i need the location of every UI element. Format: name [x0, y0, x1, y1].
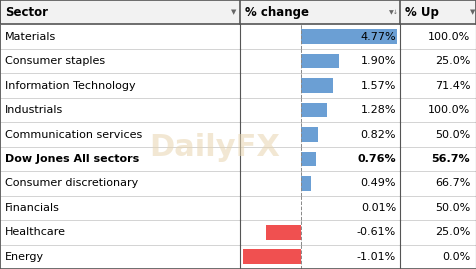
Bar: [0, 122, 476, 147]
Bar: [0, 24, 476, 49]
Text: 0.82%: 0.82%: [360, 129, 396, 140]
Text: ▼↓: ▼↓: [389, 10, 399, 15]
Text: 0.01%: 0.01%: [361, 203, 396, 213]
Bar: [301, 54, 339, 69]
Text: 25.0%: 25.0%: [435, 227, 470, 237]
Bar: [243, 249, 301, 264]
Text: Information Technology: Information Technology: [5, 81, 135, 91]
Text: 4.77%: 4.77%: [360, 32, 396, 42]
Text: 100.0%: 100.0%: [428, 32, 470, 42]
Text: 50.0%: 50.0%: [435, 203, 470, 213]
Bar: [0, 0, 476, 24]
Text: 0.49%: 0.49%: [360, 178, 396, 188]
Text: 0.0%: 0.0%: [442, 252, 470, 262]
Bar: [266, 225, 301, 240]
Text: 50.0%: 50.0%: [435, 129, 470, 140]
Text: DailyFX: DailyFX: [149, 133, 279, 162]
Text: -1.01%: -1.01%: [357, 252, 396, 262]
Text: 1.90%: 1.90%: [361, 56, 396, 66]
Bar: [0, 171, 476, 196]
Text: % Up: % Up: [405, 6, 438, 19]
Bar: [301, 152, 317, 166]
Bar: [301, 29, 397, 44]
Text: Consumer discretionary: Consumer discretionary: [5, 178, 138, 188]
Text: Materials: Materials: [5, 32, 56, 42]
Bar: [0, 98, 476, 122]
Text: Consumer staples: Consumer staples: [5, 56, 105, 66]
Text: Financials: Financials: [5, 203, 60, 213]
Text: 66.7%: 66.7%: [435, 178, 470, 188]
Bar: [301, 103, 327, 117]
Text: % change: % change: [245, 6, 309, 19]
Text: Energy: Energy: [5, 252, 44, 262]
Text: 71.4%: 71.4%: [435, 81, 470, 91]
Text: -0.61%: -0.61%: [357, 227, 396, 237]
Text: 0.76%: 0.76%: [357, 154, 396, 164]
Bar: [0, 73, 476, 98]
Bar: [0, 196, 476, 220]
Text: Healthcare: Healthcare: [5, 227, 66, 237]
Bar: [0, 49, 476, 73]
Bar: [301, 78, 333, 93]
Text: ▼: ▼: [469, 9, 475, 15]
Text: ▼: ▼: [230, 9, 236, 15]
Text: 100.0%: 100.0%: [428, 105, 470, 115]
Bar: [301, 127, 317, 142]
Text: 1.57%: 1.57%: [361, 81, 396, 91]
Bar: [0, 245, 476, 269]
Text: Industrials: Industrials: [5, 105, 63, 115]
Bar: [0, 220, 476, 245]
Text: 1.28%: 1.28%: [360, 105, 396, 115]
Text: 25.0%: 25.0%: [435, 56, 470, 66]
Text: Dow Jones All sectors: Dow Jones All sectors: [5, 154, 139, 164]
Text: Sector: Sector: [5, 6, 48, 19]
Bar: [301, 176, 311, 191]
Text: Communication services: Communication services: [5, 129, 142, 140]
Bar: [0, 147, 476, 171]
Text: 56.7%: 56.7%: [432, 154, 470, 164]
